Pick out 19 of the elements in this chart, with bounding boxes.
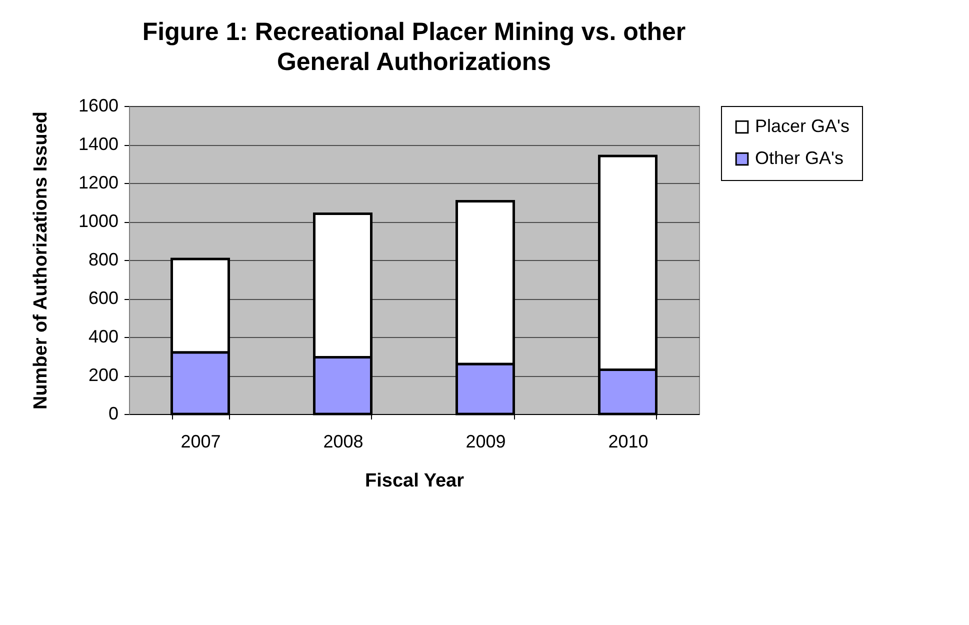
text: Figure 1: Recreational Placer Mining vs. other <box>142 18 686 46</box>
y-tick-label: 1000 <box>78 211 118 231</box>
x-axis-title: Fiscal Year <box>365 470 465 492</box>
x-tick-label: 2009 <box>466 432 506 452</box>
y-tick-label: 200 <box>88 365 118 385</box>
y-tick-label: 1400 <box>78 134 118 154</box>
legend-label: Other GA's <box>755 148 844 168</box>
y-tick-label: 0 <box>108 404 118 424</box>
x-tick-label: 2008 <box>323 432 364 452</box>
text: General Authorizations <box>276 48 552 76</box>
y-tick-label: 1600 <box>78 96 118 116</box>
x-tick-label: 2010 <box>608 432 648 452</box>
y-axis-title: Number of Authorizations Issued <box>30 111 52 410</box>
legend-label: Placer GA's <box>755 116 850 136</box>
y-tick-label: 800 <box>88 250 118 270</box>
x-tick-label: 2007 <box>180 432 221 452</box>
y-tick-label: 1200 <box>78 172 118 192</box>
y-tick-label: 600 <box>88 288 118 308</box>
y-tick-label: 400 <box>88 326 118 346</box>
